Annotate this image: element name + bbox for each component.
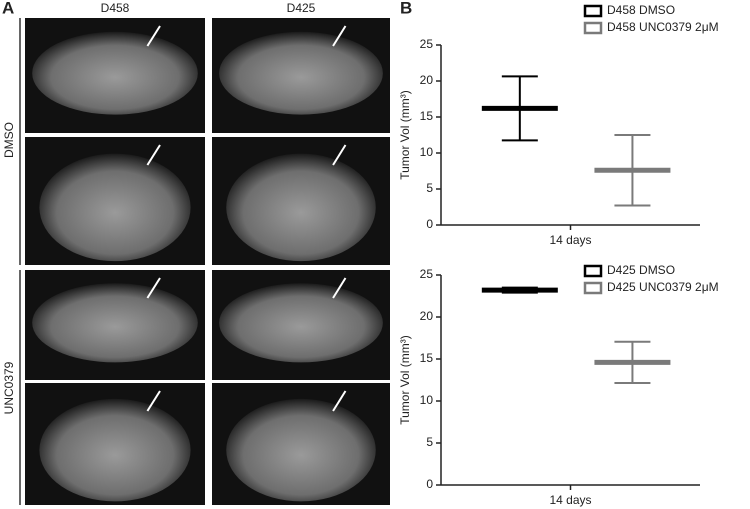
arrow (146, 277, 161, 299)
x-tick-label: 14 days (549, 233, 591, 247)
row-label: DMSO (2, 122, 16, 158)
y-tick-label: 0 (426, 477, 433, 491)
brain-region (226, 153, 376, 262)
row-label: UNC0379 (2, 361, 16, 414)
panel-label: A (2, 0, 14, 17)
legend-label: D458 UNC0379 2μM (607, 20, 719, 34)
y-tick-label: 5 (426, 435, 433, 449)
legend-label: D425 UNC0379 2μM (607, 280, 719, 294)
arrow (146, 144, 161, 166)
arrow (332, 144, 347, 166)
y-tick-label: 25 (420, 267, 434, 281)
brain-region (219, 283, 383, 363)
brain-region (219, 31, 383, 115)
y-tick-label: 10 (420, 393, 434, 407)
y-tick-label: 20 (420, 73, 434, 87)
brain-region (226, 398, 376, 502)
y-tick-label: 20 (420, 309, 434, 323)
brain-region (32, 283, 198, 363)
mri-images (25, 18, 390, 505)
y-tick-label: 25 (420, 37, 434, 51)
brain-region (32, 31, 198, 115)
legend-swatch (583, 4, 603, 18)
y-tick-label: 15 (420, 351, 434, 365)
y-axis-label: Tumor Vol (mm³) (398, 335, 412, 425)
legend-swatch (583, 281, 603, 295)
column-label: D425 (287, 1, 316, 15)
y-axis-label: Tumor Vol (mm³) (398, 90, 412, 180)
arrow (332, 277, 347, 299)
x-tick-label: 14 days (549, 493, 591, 507)
arrow (332, 390, 347, 412)
y-tick-label: 5 (426, 181, 433, 195)
y-tick-label: 15 (420, 109, 434, 123)
arrow (332, 25, 347, 47)
column-label: D458 (101, 1, 130, 15)
y-tick-label: 0 (426, 217, 433, 231)
brain-region (39, 153, 191, 262)
panel-label: B (400, 0, 412, 17)
legend-swatch (583, 264, 603, 278)
legend-label: D425 DMSO (607, 263, 675, 277)
legend-swatch (583, 21, 603, 35)
arrow (146, 25, 161, 47)
brain-region (39, 398, 191, 502)
y-tick-label: 10 (420, 145, 434, 159)
legend-label: D458 DMSO (607, 3, 675, 17)
arrow (146, 390, 161, 412)
